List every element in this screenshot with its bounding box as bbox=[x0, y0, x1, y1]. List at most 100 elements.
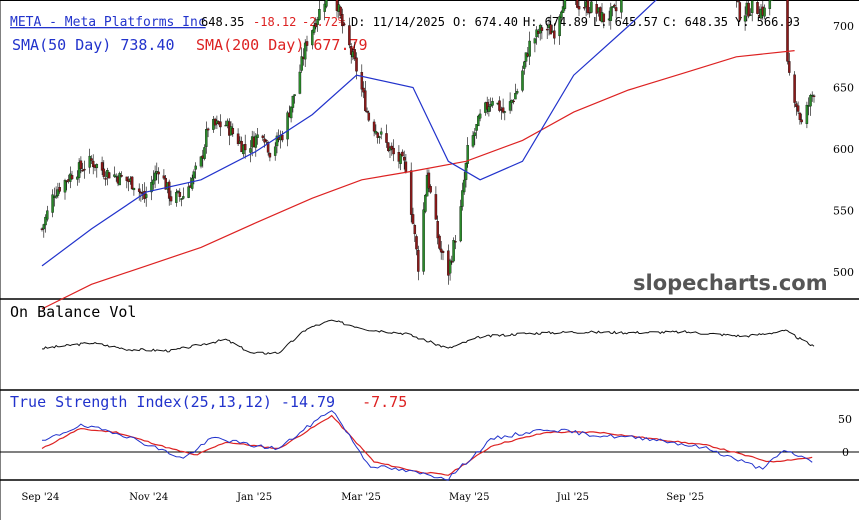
candle-body bbox=[533, 38, 537, 44]
candle-body bbox=[102, 168, 106, 177]
candle-body bbox=[471, 135, 475, 147]
candle-body bbox=[523, 61, 526, 69]
candle-body bbox=[747, 2, 750, 17]
x-tick: Jul '25 bbox=[556, 492, 589, 503]
candle-body bbox=[576, 0, 579, 8]
candle-body bbox=[404, 161, 408, 173]
candle-body bbox=[611, 6, 614, 8]
candle-body bbox=[187, 186, 190, 198]
candle-body bbox=[114, 175, 118, 178]
candle-body bbox=[503, 111, 507, 113]
candle-body bbox=[478, 113, 482, 119]
candle-body bbox=[415, 236, 418, 250]
candle-body bbox=[325, 0, 328, 7]
candle-body bbox=[390, 145, 394, 150]
candle-body bbox=[342, 23, 346, 26]
candle-body bbox=[521, 70, 524, 91]
price-tick: 650 bbox=[833, 82, 854, 95]
candle-body bbox=[736, 0, 740, 2]
x-tick: Sep '25 bbox=[666, 492, 704, 503]
candle-body bbox=[441, 251, 445, 253]
candle-body bbox=[231, 128, 235, 135]
candle-body bbox=[42, 224, 46, 230]
price-tick: 700 bbox=[833, 20, 854, 33]
header: META - Meta Platforms Inc 648.35 -18.12 … bbox=[10, 15, 800, 30]
candle-body bbox=[95, 164, 99, 169]
candle-body bbox=[427, 172, 431, 189]
candle-body bbox=[795, 103, 798, 107]
candle-body bbox=[120, 175, 123, 177]
candle-body bbox=[409, 170, 413, 215]
candle-body bbox=[199, 156, 203, 167]
tsi-tick: 50 bbox=[838, 413, 852, 426]
price-legend: SMA(50 Day) 738.40 SMA(200 Day) 677.79 bbox=[12, 36, 368, 54]
candle-body bbox=[788, 61, 791, 73]
candle-body bbox=[379, 131, 383, 135]
x-tick: Sep '24 bbox=[22, 492, 60, 503]
candle-body bbox=[104, 178, 107, 180]
candle-body bbox=[256, 134, 259, 138]
candle-body bbox=[422, 209, 425, 272]
candle-body bbox=[549, 24, 553, 35]
candle-body bbox=[273, 146, 277, 156]
candle-body bbox=[810, 94, 814, 97]
candle-body bbox=[586, 0, 590, 13]
candle-body bbox=[83, 168, 86, 171]
candle-body bbox=[436, 221, 439, 239]
legend-sma50-name: SMA(50 Day) bbox=[12, 36, 111, 54]
candle-body bbox=[268, 153, 272, 158]
candle-body bbox=[545, 28, 549, 31]
candle-body bbox=[501, 107, 505, 113]
candle-body bbox=[770, 0, 773, 1]
candle-body bbox=[291, 95, 295, 108]
candle-body bbox=[411, 214, 415, 224]
candle-body bbox=[139, 191, 143, 194]
candle-body bbox=[318, 9, 321, 20]
candle-body bbox=[750, 0, 754, 14]
bar-open: O: 674.40 bbox=[453, 15, 518, 29]
x-tick: May '25 bbox=[449, 492, 490, 503]
candle-body bbox=[809, 95, 812, 107]
candle-body bbox=[249, 148, 252, 153]
candle-body bbox=[341, 14, 344, 27]
candle-body bbox=[374, 131, 378, 134]
candle-body bbox=[219, 121, 222, 128]
candle-body bbox=[524, 52, 528, 62]
candle-body bbox=[311, 30, 314, 46]
candle-body bbox=[162, 175, 166, 179]
candle-body bbox=[323, 3, 326, 12]
candle-body bbox=[439, 248, 443, 253]
candle-body bbox=[91, 160, 95, 168]
candle-body bbox=[132, 187, 136, 191]
candle-body bbox=[793, 74, 796, 103]
candle-body bbox=[401, 151, 404, 157]
candle-body bbox=[392, 147, 395, 155]
candle-body bbox=[434, 194, 438, 220]
candle-body bbox=[153, 172, 157, 181]
last-price: 648.35 bbox=[201, 15, 244, 29]
candle-body bbox=[485, 101, 489, 110]
candle-body bbox=[76, 176, 79, 180]
candle-body bbox=[56, 189, 60, 196]
candle-body bbox=[175, 192, 178, 203]
obv-title: On Balance Vol bbox=[10, 303, 136, 321]
ticker-link[interactable]: META - Meta Platforms Inc bbox=[10, 15, 206, 30]
candle-body bbox=[58, 187, 61, 192]
price-change-pct: -2.72% bbox=[302, 15, 346, 29]
candle-body bbox=[167, 181, 171, 199]
bar-y: Y: 566.93 bbox=[735, 15, 800, 29]
candle-body bbox=[180, 198, 183, 200]
candle-body bbox=[130, 176, 134, 190]
candle-body bbox=[266, 142, 270, 153]
candle-body bbox=[316, 19, 319, 25]
candle-body bbox=[144, 194, 148, 198]
candle-body bbox=[125, 176, 129, 181]
candle-body bbox=[448, 260, 452, 274]
candle-body bbox=[450, 261, 454, 263]
candle-body bbox=[339, 6, 342, 16]
candle-body bbox=[378, 136, 381, 138]
tsi-plot bbox=[0, 410, 859, 481]
candle-body bbox=[79, 160, 83, 170]
candle-body bbox=[613, 4, 616, 7]
candle-body bbox=[360, 72, 364, 90]
